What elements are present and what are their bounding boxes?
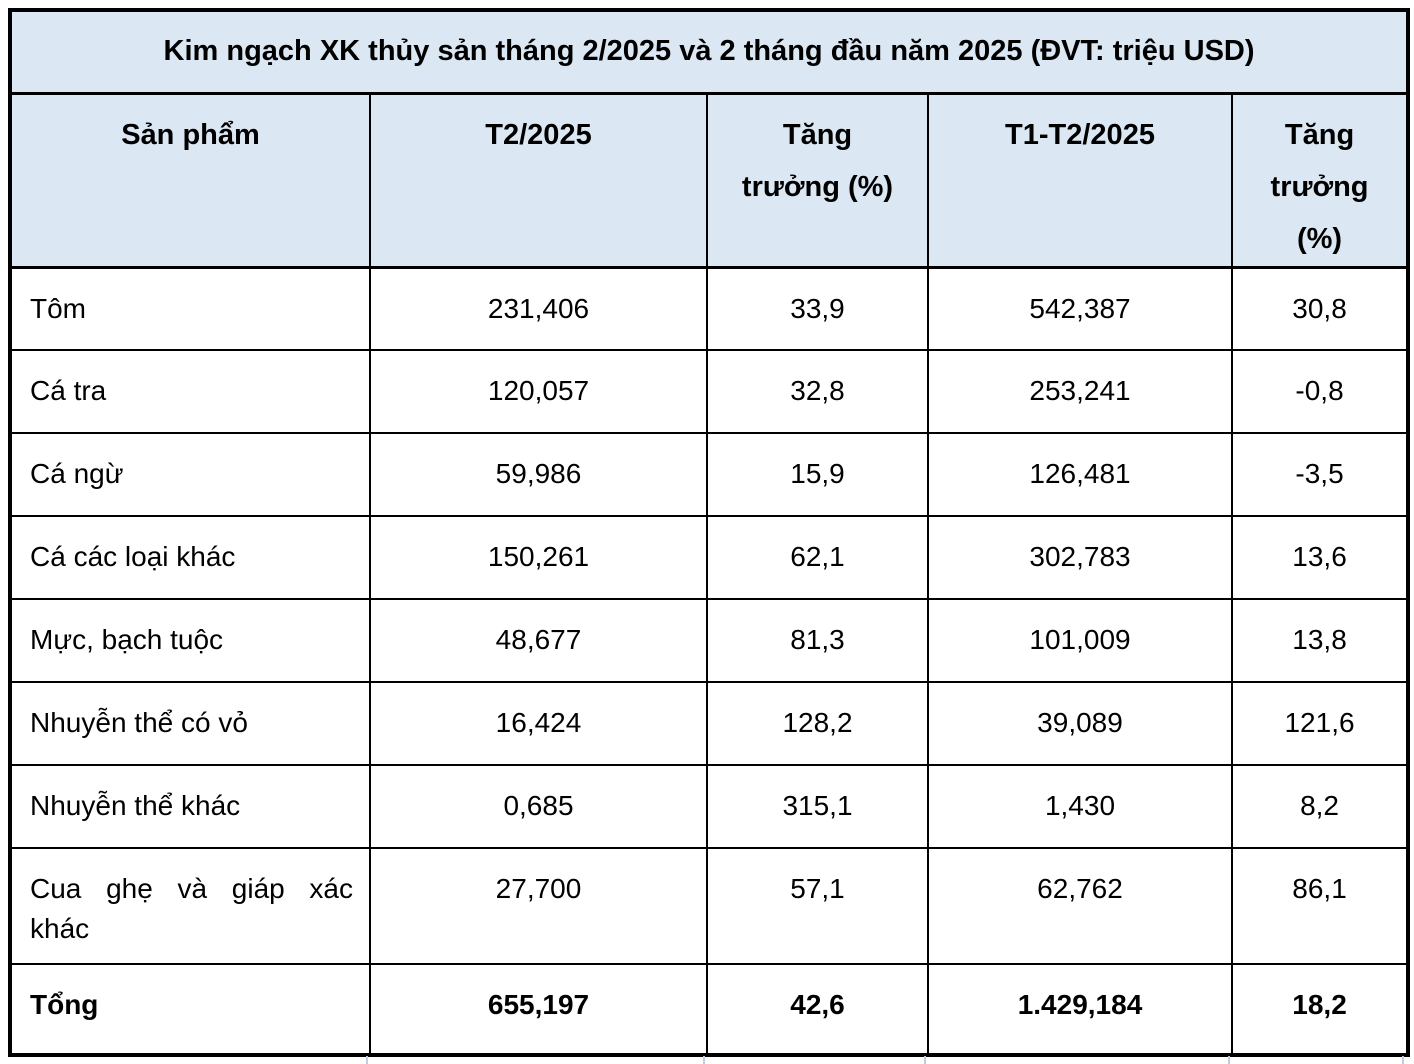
growth-cell: 8,2 [1230,764,1410,849]
column-header-t1-t2-2025: T1-T2/2025 [927,92,1233,269]
growth-cell: -3,5 [1230,432,1410,517]
total-growth-cell: 18,2 [1230,963,1410,1056]
value-cell: 62,762 [927,847,1233,965]
table-row: Cá các loại khác 150,261 62,1 302,783 13… [9,515,1410,600]
column-header-growth-t2: Tăng trưởng (%) [706,92,929,269]
table-title: Kim ngạch XK thủy sản tháng 2/2025 và 2 … [8,9,1410,95]
table-row: Mực, bạch tuộc 48,677 81,3 101,009 13,8 [9,598,1410,683]
growth-cell: 81,3 [706,598,929,683]
column-header-product: Sản phẩm [9,92,371,269]
value-cell: 150,261 [369,515,708,600]
cropped-next-row-gridline [924,1056,926,1064]
total-row: Tổng 655,197 42,6 1.429,184 18,2 [9,963,1410,1056]
total-label-cell: Tổng [9,963,371,1056]
growth-cell: 13,6 [1230,515,1410,600]
column-header-growth-t1-t2: Tăng trưởng (%) [1230,92,1410,269]
growth-cell: 57,1 [706,847,929,965]
table-row: Nhuyễn thể có vỏ 16,424 128,2 39,089 121… [9,681,1410,766]
table-title-row: Kim ngạch XK thủy sản tháng 2/2025 và 2 … [8,9,1410,95]
growth-cell: 33,9 [706,266,929,351]
table-row: Cá ngừ 59,986 15,9 126,481 -3,5 [9,432,1410,517]
value-cell: 542,387 [927,266,1233,351]
product-cell: Mực, bạch tuộc [9,598,371,683]
value-cell: 231,406 [369,266,708,351]
total-growth-cell: 42,6 [706,963,929,1056]
product-cell: Cua ghẹ và giáp xác khác [9,847,371,965]
growth-cell: 121,6 [1230,681,1410,766]
product-cell: Nhuyễn thể khác [9,764,371,849]
growth-cell: 86,1 [1230,847,1410,965]
value-cell: 16,424 [369,681,708,766]
product-cell: Cá ngừ [9,432,371,517]
growth-cell: 30,8 [1230,266,1410,351]
product-cell: Nhuyễn thể có vỏ [9,681,371,766]
cropped-next-row-gridline [366,1056,368,1064]
value-cell: 302,783 [927,515,1233,600]
value-cell: 253,241 [927,349,1233,434]
growth-cell: 128,2 [706,681,929,766]
value-cell: 1,430 [927,764,1233,849]
growth-cell: 15,9 [706,432,929,517]
table-row: Cua ghẹ và giáp xác khác 27,700 57,1 62,… [9,847,1410,965]
growth-cell: -0,8 [1230,349,1410,434]
table-row: Cá tra 120,057 32,8 253,241 -0,8 [9,349,1410,434]
value-cell: 27,700 [369,847,708,965]
growth-cell: 62,1 [706,515,929,600]
table-row: Nhuyễn thể khác 0,685 315,1 1,430 8,2 [9,764,1410,849]
growth-cell: 32,8 [706,349,929,434]
product-cell: Cá các loại khác [9,515,371,600]
cropped-next-row-gridline [703,1056,705,1064]
value-cell: 59,986 [369,432,708,517]
value-cell: 126,481 [927,432,1233,517]
column-header-t2-2025: T2/2025 [369,92,708,269]
growth-cell: 315,1 [706,764,929,849]
value-cell: 48,677 [369,598,708,683]
value-cell: 101,009 [927,598,1233,683]
growth-cell: 13,8 [1230,598,1410,683]
value-cell: 0,685 [369,764,708,849]
table-row: Tôm 231,406 33,9 542,387 30,8 [9,266,1410,351]
cropped-next-row-gridline [1228,1056,1230,1064]
total-value-cell: 655,197 [369,963,708,1056]
total-value-cell: 1.429,184 [927,963,1233,1056]
cropped-next-row-gridline [1402,1056,1404,1064]
product-cell: Tôm [9,266,371,351]
seafood-export-table: Kim ngạch XK thủy sản tháng 2/2025 và 2 … [8,8,1411,1057]
value-cell: 120,057 [369,349,708,434]
product-cell: Cá tra [9,349,371,434]
table-header-row: Sản phẩm T2/2025 Tăng trưởng (%) T1-T2/2… [9,92,1410,269]
value-cell: 39,089 [927,681,1233,766]
